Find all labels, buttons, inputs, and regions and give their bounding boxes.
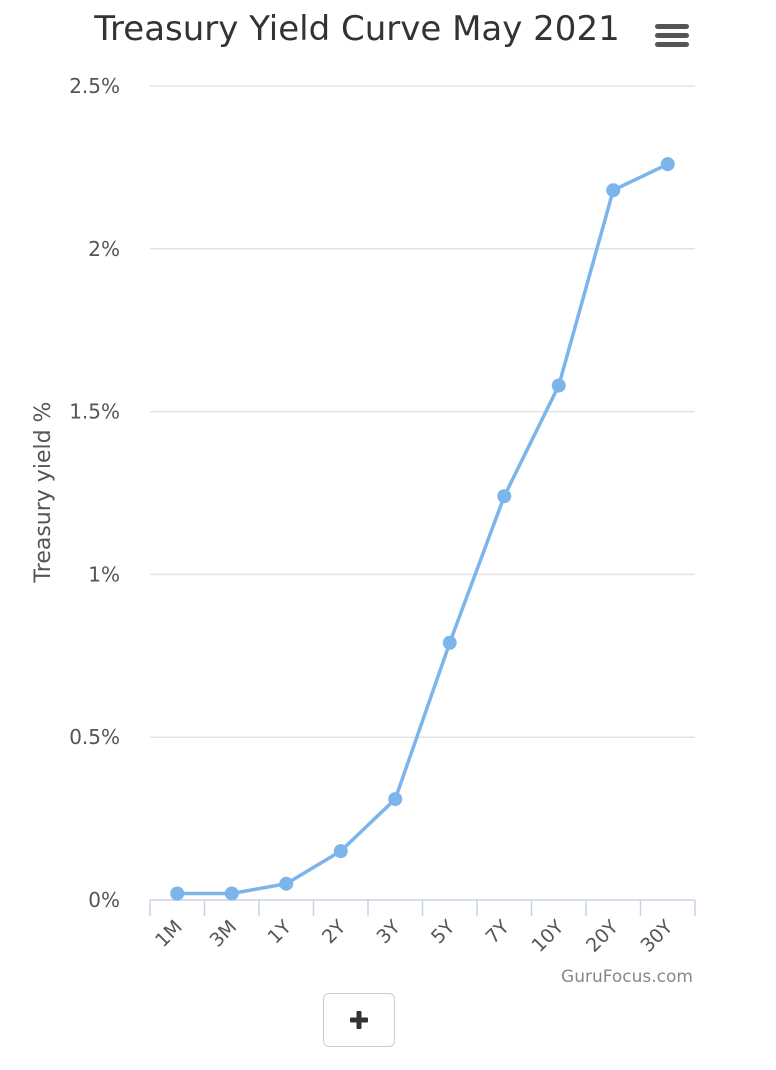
data-point[interactable] — [333, 844, 348, 859]
chart-title: Treasury Yield Curve May 2021 — [93, 9, 619, 49]
data-point[interactable] — [497, 489, 512, 504]
x-tick-label: 2Y — [318, 916, 351, 949]
y-axis-ticks: 0% 0.5% 1% 1.5% 2% 2.5% — [69, 74, 120, 912]
y-tick-label: 1% — [88, 562, 120, 586]
hamburger-menu-icon[interactable] — [650, 15, 690, 55]
x-tick-label: 1M — [151, 916, 187, 952]
y-tick-label: 0.5% — [69, 725, 120, 749]
y-tick-label: 2.5% — [69, 74, 120, 98]
y-tick-label: 2% — [88, 237, 120, 261]
y-axis-label: Treasury yield % — [31, 402, 56, 584]
x-tick-label: 3Y — [372, 916, 405, 949]
data-point[interactable] — [224, 886, 239, 901]
data-point[interactable] — [388, 792, 403, 807]
gridlines — [150, 85, 695, 738]
y-tick-label: 0% — [88, 888, 120, 912]
x-tick-label: 3M — [206, 916, 242, 952]
data-point[interactable] — [279, 876, 294, 891]
zoom-in-button[interactable] — [323, 993, 395, 1047]
y-tick-label: 1.5% — [69, 400, 120, 424]
x-axis-ticks: 1M 3M 1Y 2Y 3Y 5Y 7Y 10Y 20Y 30Y — [151, 916, 677, 957]
data-point[interactable] — [442, 635, 457, 650]
x-tick-label: 10Y — [527, 916, 568, 957]
series-line — [175, 162, 670, 896]
data-point[interactable] — [170, 886, 185, 901]
x-tick-label: 30Y — [636, 916, 677, 957]
x-axis — [149, 899, 696, 916]
plus-icon — [350, 1011, 368, 1029]
x-tick-label: 1Y — [263, 916, 296, 949]
data-point[interactable] — [551, 378, 566, 393]
data-point[interactable] — [660, 157, 675, 172]
series — [170, 157, 675, 901]
x-tick-label: 7Y — [481, 916, 514, 949]
x-tick-label: 5Y — [427, 916, 460, 949]
data-point[interactable] — [606, 183, 621, 198]
credit-text[interactable]: GuruFocus.com — [561, 967, 693, 987]
x-tick-label: 20Y — [582, 916, 623, 957]
